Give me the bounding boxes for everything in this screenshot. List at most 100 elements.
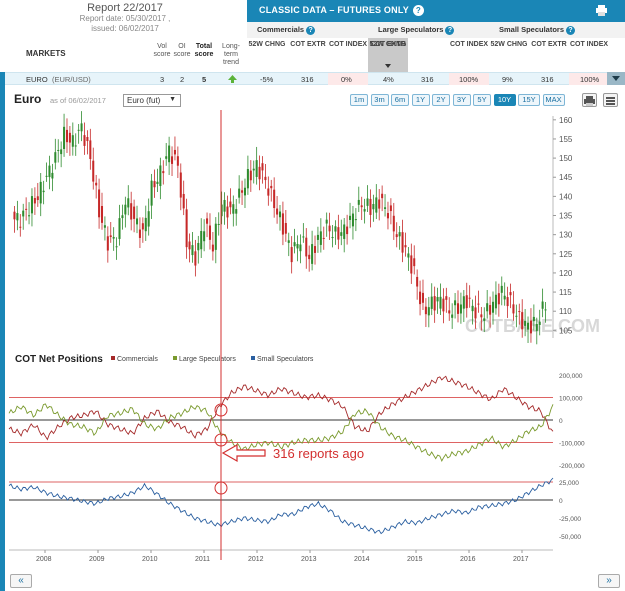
candle-body [462, 296, 465, 309]
candle-body [276, 208, 279, 215]
markets-header: MARKETS [26, 49, 66, 58]
small-cotindex-header[interactable]: COT INDEX [569, 41, 609, 48]
candle-body [372, 203, 375, 210]
candle-body [235, 209, 238, 214]
x-tick-label: 2009 [89, 556, 105, 563]
candle-body [515, 315, 518, 317]
instrument-select[interactable]: Euro (fut) ▼ [123, 94, 181, 107]
large-cotextr: 316 [421, 75, 434, 84]
candle-body [419, 291, 422, 305]
x-tick-label: 2017 [513, 556, 529, 563]
y-tick-label: 150 [559, 154, 573, 163]
large-cotindex: 100% [459, 75, 479, 84]
candle-body [68, 132, 71, 143]
candle-body [206, 218, 209, 224]
candle-body [512, 304, 515, 314]
market-name[interactable]: EURO [26, 75, 48, 84]
candle-body [477, 303, 480, 305]
market-row-euro[interactable]: EURO (EUR/USD) 3 2 5 -5% 316 0% 4% 316 1… [0, 72, 625, 85]
range-1m[interactable]: 1m [350, 94, 368, 106]
candle-body [486, 303, 489, 312]
large-cotextr-header[interactable]: COT EXTR [370, 41, 406, 48]
candle-body [296, 243, 299, 249]
candle-body [284, 222, 287, 234]
row-expand-button[interactable] [607, 72, 625, 85]
candle-body [109, 235, 112, 237]
candle-body [465, 295, 468, 309]
range-3y[interactable]: 3Y [452, 94, 471, 106]
candle-body [386, 213, 389, 219]
comm-cotextr: 316 [301, 75, 314, 84]
candle-body [442, 298, 445, 312]
cot-tick-label: 100,000 [559, 396, 583, 403]
candle-body [346, 226, 349, 235]
comm-cotextr-header[interactable]: COT EXTR [290, 41, 326, 48]
legend-swatch [173, 356, 177, 360]
candle-body [302, 236, 305, 238]
range-15y[interactable]: 15Y [518, 94, 540, 106]
candle-body [278, 211, 282, 218]
candle-body [165, 156, 168, 159]
x-tick-label: 2011 [195, 556, 210, 563]
help-icon[interactable]: ? [306, 26, 316, 35]
settings-chart-button[interactable] [603, 93, 618, 107]
candle-body [351, 213, 354, 227]
candle-body [197, 242, 200, 251]
candle-body [16, 213, 19, 221]
candle-body [436, 297, 439, 302]
help-icon[interactable]: ? [566, 26, 576, 35]
large-52w-header[interactable]: 52W CHNG [369, 41, 407, 48]
classic-title: CLASSIC DATA – FUTURES ONLY? [259, 5, 424, 16]
candle-body [538, 321, 541, 325]
small-52w-header[interactable]: 52W CHNG [490, 41, 528, 48]
vol-score: 3 [160, 75, 165, 84]
candle-body [544, 309, 547, 311]
small-cotextr-header[interactable]: COT EXTR [531, 41, 567, 48]
candle-body [162, 171, 165, 174]
candle-body [261, 163, 264, 171]
candle-body [249, 170, 252, 181]
candle-body [343, 224, 346, 239]
legend-item: Commercials [117, 356, 158, 363]
double-chevron-left-icon: « [18, 575, 24, 586]
candle-body [112, 236, 115, 239]
candle-body [150, 180, 153, 206]
range-2y[interactable]: 2Y [432, 94, 450, 106]
candle-body [322, 237, 325, 239]
highlight-cell [569, 73, 607, 85]
scroll-right-button[interactable]: » [598, 574, 620, 588]
x-tick-label: 2008 [36, 556, 52, 563]
candle-body [144, 217, 147, 232]
help-icon[interactable]: ? [445, 26, 455, 35]
candle-body [454, 300, 457, 306]
print-chart-button[interactable] [582, 93, 597, 107]
candle-body [188, 241, 191, 250]
group-small-speculators: Small Speculators? [499, 25, 576, 35]
range-10y[interactable]: 10Y [493, 94, 516, 106]
print-icon[interactable] [596, 5, 607, 16]
candle-body [13, 211, 16, 220]
range-3m[interactable]: 3m [370, 94, 389, 106]
range-5y[interactable]: 5Y [473, 94, 491, 106]
range-max[interactable]: MAX [542, 94, 565, 106]
candle-body [211, 244, 214, 252]
large-cotindex-header[interactable]: COT INDEX [449, 41, 489, 48]
price-and-cot-chart[interactable]: COTBASE.COM 105 110 115 120 125 130 135 140 145 1… [5, 110, 620, 572]
cot-tick-label: -25,000 [559, 516, 581, 523]
range-1y[interactable]: 1Y [411, 94, 430, 106]
candle-body [138, 229, 141, 238]
comm-52w-header[interactable]: 52W CHNG [248, 41, 286, 48]
group-commercials: Commercials? [257, 25, 316, 35]
y-tick-label: 155 [559, 135, 573, 144]
candle-body [135, 218, 139, 225]
range-6m[interactable]: 6m [391, 94, 409, 106]
small-cotindex: 100% [580, 75, 600, 84]
help-icon[interactable]: ? [412, 5, 424, 16]
scroll-left-button[interactable]: « [10, 574, 32, 588]
candle-body [147, 211, 150, 227]
small-cotextr: 316 [541, 75, 554, 84]
candle-body [252, 168, 255, 171]
comm-cotindex-header[interactable]: COT INDEX [328, 41, 368, 48]
candle-body [439, 296, 442, 309]
small-speculators-line [8, 477, 554, 535]
